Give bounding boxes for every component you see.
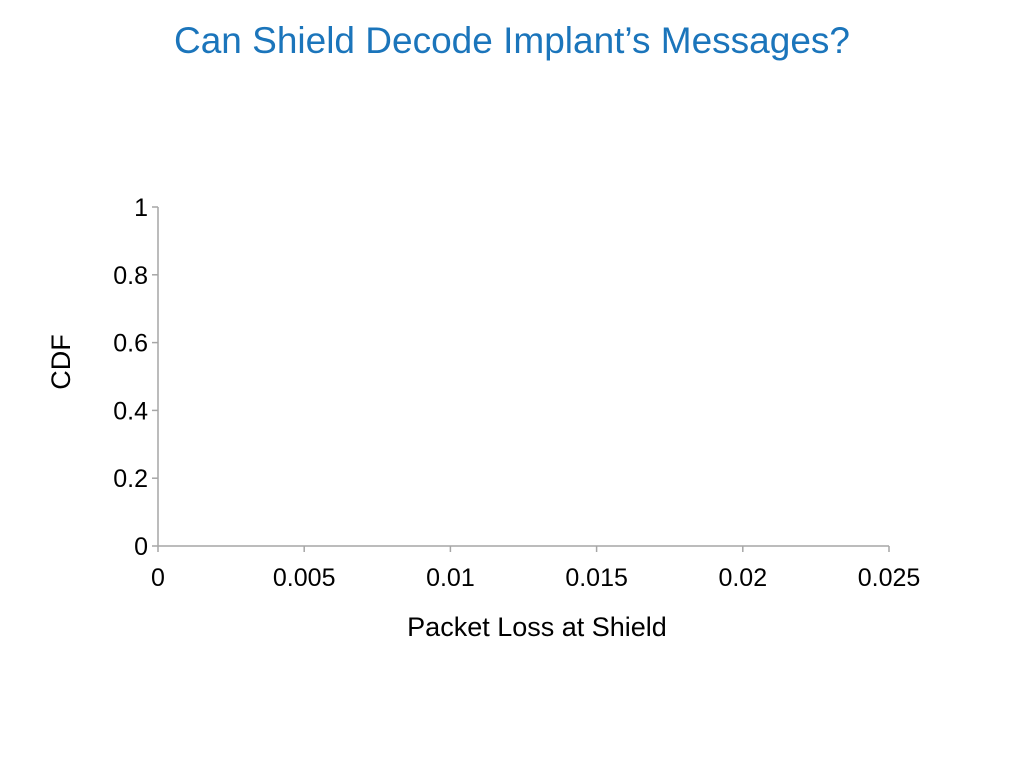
plot-area: 0 0.2 0.4 0.6 0.8 1 0 0.005 0.01 0.015 0.02 0.025 (113, 194, 920, 592)
y-tick-label: 0.8 (113, 262, 148, 290)
y-tick-label: 0.2 (113, 465, 148, 493)
y-axis-title: CDF (46, 334, 76, 390)
slide-title: Can Shield Decode Implant’s Messages? (174, 20, 850, 61)
y-tick-label: 0 (134, 533, 148, 561)
y-tick-label: 1 (134, 194, 148, 222)
x-axis-title: Packet Loss at Shield (407, 612, 667, 642)
x-tick-label: 0.015 (565, 564, 628, 592)
y-tick-label: 0.6 (113, 330, 148, 358)
y-axis-ticks: 0 0.2 0.4 0.6 0.8 1 (113, 194, 158, 561)
x-tick-label: 0 (151, 564, 165, 592)
x-tick-label: 0.025 (858, 564, 921, 592)
x-tick-label: 0.01 (426, 564, 475, 592)
x-tick-label: 0.02 (718, 564, 767, 592)
x-tick-label: 0.005 (273, 564, 336, 592)
x-axis-ticks: 0 0.005 0.01 0.015 0.02 0.025 (151, 546, 920, 592)
y-tick-label: 0.4 (113, 397, 148, 425)
